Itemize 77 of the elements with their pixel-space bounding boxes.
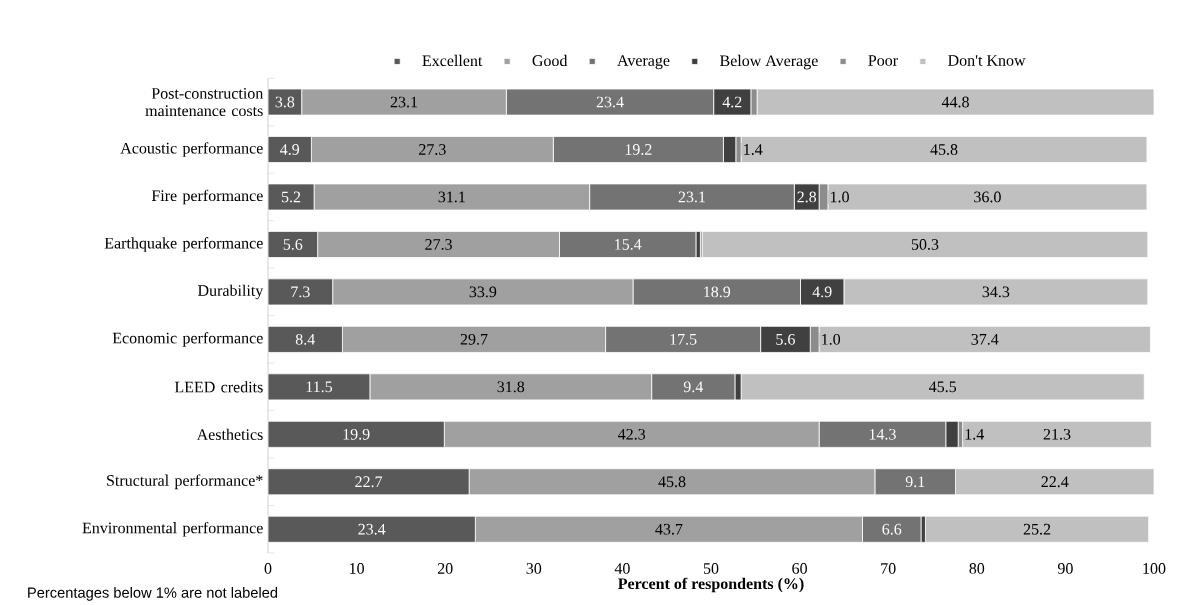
y-tick-label: Fire performance — [151, 189, 263, 205]
legend-label: Don't Know — [948, 55, 1026, 66]
data-label: 1.4 — [965, 428, 984, 440]
data-label: 1.0 — [822, 333, 841, 345]
data-label: 42.3 — [618, 428, 646, 440]
y-tick-label: Post-construction maintenance costs — [145, 88, 264, 117]
data-label: 6.6 — [882, 523, 902, 535]
data-label: 34.3 — [982, 286, 1010, 298]
data-label: 9.4 — [683, 381, 704, 393]
data-label: 4.2 — [722, 96, 742, 108]
data-label: 50.3 — [911, 239, 939, 250]
data-label: 45.8 — [658, 476, 686, 488]
data-label: 19.9 — [343, 428, 370, 440]
data-label: 17.5 — [670, 333, 697, 345]
x-tick-label: 90 — [1057, 563, 1073, 574]
x-tick-label: 70 — [881, 563, 896, 574]
data-label: 23.1 — [390, 96, 418, 108]
data-label: 2.8 — [797, 191, 817, 203]
data-label: 45.5 — [929, 381, 957, 393]
x-tick-label: 40 — [614, 563, 630, 574]
y-tick-label: LEED credits — [174, 381, 263, 393]
data-label: 21.3 — [1043, 428, 1071, 440]
legend-label: Average — [617, 55, 670, 70]
data-label: 19.2 — [625, 144, 652, 155]
y-tick-label: Economic performance — [112, 332, 263, 347]
data-label: 8.4 — [295, 333, 315, 345]
data-label: 23.1 — [678, 191, 706, 203]
data-label: 4.9 — [812, 286, 832, 298]
data-label: 22.4 — [1041, 476, 1069, 488]
y-tick-label: Acoustic performance — [120, 142, 263, 157]
y-tick-label: Durability — [197, 284, 264, 300]
data-label: 11.5 — [306, 381, 333, 393]
data-label: 27.3 — [425, 239, 452, 250]
data-label: 23.4 — [358, 523, 386, 535]
data-label: 9.1 — [905, 476, 925, 488]
x-tick-label: 60 — [792, 563, 807, 574]
data-label: 1.4 — [744, 144, 763, 155]
data-label: 14.3 — [869, 428, 896, 440]
data-label: 5.6 — [776, 333, 795, 345]
x-tick-label: 30 — [526, 563, 542, 574]
data-label: 33.9 — [469, 286, 497, 298]
legend-label: Excellent — [422, 54, 483, 67]
x-tick-label: 20 — [437, 563, 453, 574]
data-label: 5.2 — [281, 191, 301, 203]
x-tick-label: 100 — [1143, 563, 1166, 574]
legend-label: Poor — [868, 55, 898, 66]
data-label: 15.4 — [615, 239, 642, 250]
y-tick-label: Aesthetics — [196, 428, 263, 440]
data-label: 43.7 — [655, 523, 683, 535]
x-axis-title: Percent of respondents (%) — [618, 577, 804, 593]
data-label: 4.9 — [280, 144, 300, 155]
text: Percentages below 1% are not labeled — [28, 587, 278, 601]
legend-label: Below Average — [719, 54, 818, 70]
y-tick-label: Environmental performance — [82, 521, 263, 537]
data-label: 1.0 — [830, 191, 849, 203]
data-label: 25.2 — [1023, 523, 1051, 535]
y-tick-label: Earthquake performance — [104, 237, 263, 252]
x-tick-label: 0 — [264, 563, 272, 574]
data-label: 45.8 — [930, 144, 958, 155]
legend-label: Good — [532, 54, 568, 67]
data-label: 27.3 — [419, 144, 446, 155]
data-label: 29.7 — [460, 333, 488, 345]
y-tick-label: Structural performance* — [107, 474, 263, 490]
x-tick-label: 10 — [350, 563, 364, 574]
x-tick-label: 80 — [969, 563, 985, 574]
data-label: 3.8 — [275, 96, 295, 108]
data-label: 18.9 — [704, 286, 731, 298]
data-label: 5.6 — [283, 239, 303, 250]
x-tick-label: 50 — [703, 563, 719, 574]
data-label: 36.0 — [974, 191, 1001, 203]
data-label: 31.1 — [438, 191, 465, 203]
data-label: 37.4 — [971, 333, 999, 345]
data-label: 22.7 — [355, 476, 383, 488]
data-label: 44.8 — [941, 96, 969, 108]
data-label: 7.3 — [291, 286, 310, 298]
data-label: 31.8 — [497, 381, 525, 393]
data-label: 23.4 — [596, 96, 624, 108]
